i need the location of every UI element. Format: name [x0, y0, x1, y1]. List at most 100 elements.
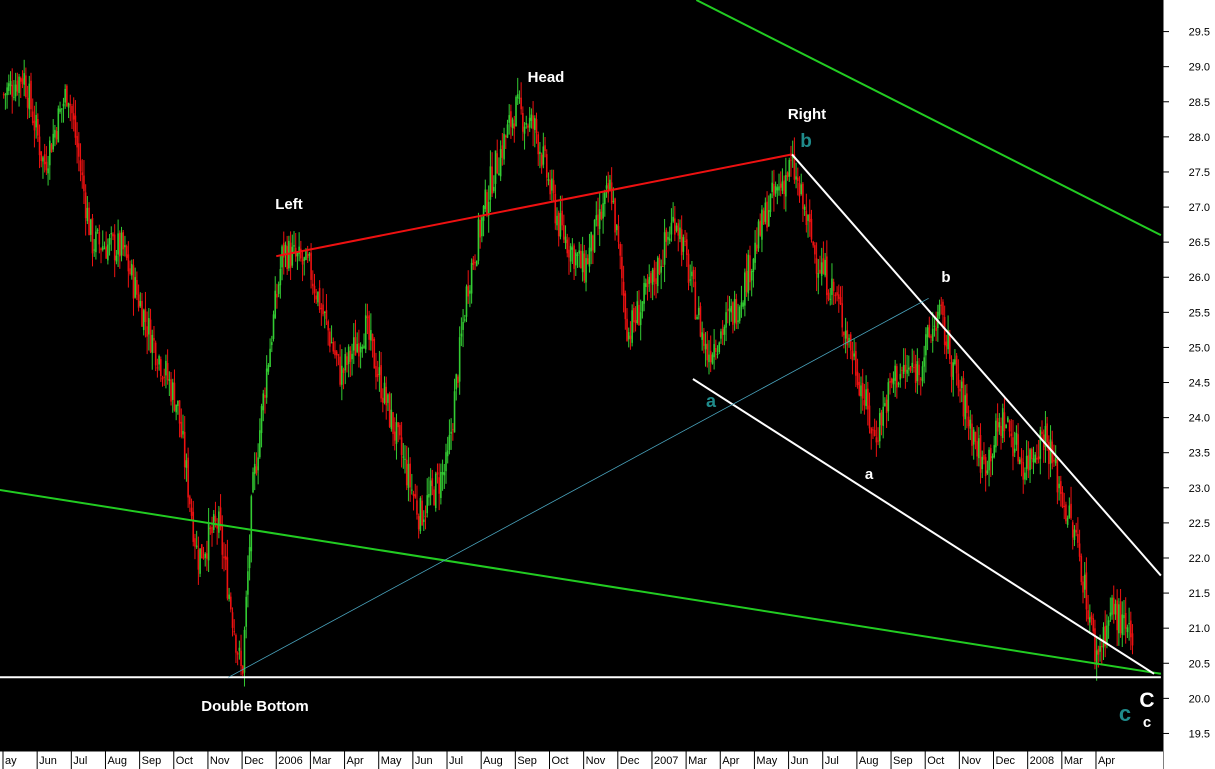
candle-body — [972, 429, 975, 445]
candle-body — [352, 337, 355, 351]
candle-body — [923, 357, 925, 367]
candle-body — [216, 523, 218, 529]
candle-body — [440, 472, 442, 498]
candle-body — [214, 515, 217, 522]
candle-body — [453, 391, 456, 433]
candle-body — [1022, 462, 1025, 480]
candle-body — [392, 412, 394, 435]
date-tick-label: Sep — [142, 755, 162, 767]
candle-body — [397, 422, 399, 428]
date-tick-label: 2007 — [654, 755, 678, 767]
candle-body — [260, 406, 263, 434]
price-tick-label: 24.0 — [1189, 413, 1210, 425]
date-tick-label: Apr — [347, 755, 364, 767]
candle-body — [797, 177, 799, 181]
candle-body — [424, 515, 427, 517]
candle-body — [650, 273, 652, 283]
wave-a-minor-label: a — [865, 466, 874, 483]
candle-body — [646, 279, 649, 288]
candle-body — [615, 224, 618, 231]
candle-body — [1073, 529, 1076, 540]
candle-body — [382, 397, 384, 403]
candle-body — [240, 650, 242, 667]
candle-body — [916, 361, 919, 382]
date-tick-label: Oct — [176, 755, 193, 767]
candle-body — [1065, 504, 1067, 522]
candle-body — [803, 206, 806, 210]
candle-body — [433, 489, 435, 505]
candle-body — [373, 338, 376, 369]
candle-body — [1106, 625, 1108, 645]
candle-body — [1053, 459, 1055, 462]
candle-body — [387, 394, 389, 403]
candle-body — [434, 473, 437, 509]
candle-body — [277, 284, 280, 294]
candle-body — [1095, 650, 1098, 665]
candle-body — [805, 210, 808, 225]
candle-body — [230, 596, 232, 610]
candle-body — [566, 239, 569, 254]
candle-body — [100, 248, 102, 251]
candle-body — [783, 180, 785, 195]
candle-body — [704, 343, 707, 350]
candle-body — [991, 456, 994, 459]
candle-body — [45, 161, 48, 171]
candle-body — [457, 376, 459, 383]
candle-body — [995, 420, 997, 448]
candle-body — [819, 269, 821, 274]
candle-body — [641, 301, 644, 312]
candle-body — [37, 118, 39, 136]
date-tick-label: Aug — [859, 755, 879, 767]
candle-body — [74, 115, 77, 138]
candle-body — [849, 334, 852, 351]
candle-body — [745, 270, 748, 292]
candle-body — [125, 246, 128, 258]
candle-body — [706, 343, 709, 361]
trendline-upper-channel — [695, 0, 1162, 237]
candle-body — [458, 337, 461, 382]
candle-body — [101, 246, 104, 250]
candle-body — [310, 252, 312, 280]
candle-body — [622, 281, 625, 296]
candle-body — [154, 342, 157, 366]
date-tick-label: Nov — [210, 755, 230, 767]
candle-body — [351, 353, 353, 360]
date-tick-label: Jul — [449, 755, 463, 767]
candle-body — [621, 256, 623, 279]
candle-body — [747, 254, 750, 294]
candle-body — [159, 359, 162, 377]
candle-body — [409, 463, 411, 488]
candle-body — [481, 217, 483, 237]
candle-body — [1075, 530, 1077, 533]
candle-body — [715, 347, 717, 352]
candle-body — [223, 556, 225, 559]
candle-body — [134, 277, 136, 298]
candle-body — [668, 238, 671, 241]
candle-body — [1070, 503, 1072, 519]
candle-body — [653, 267, 656, 282]
candle-body — [631, 310, 633, 343]
candle-body — [911, 362, 914, 368]
candle-body — [897, 383, 900, 385]
candle-body — [148, 318, 150, 335]
candle-body — [563, 225, 565, 240]
candle-body — [2, 94, 5, 96]
candle-body — [296, 253, 299, 257]
candle-body — [146, 326, 148, 337]
candle-body — [358, 343, 360, 357]
candle-body — [971, 423, 973, 446]
candle-body — [619, 243, 621, 256]
candle-body — [966, 393, 968, 414]
candle-body — [954, 359, 956, 365]
candle-body — [576, 254, 579, 256]
candle-body — [463, 319, 466, 321]
candle-body — [598, 209, 601, 229]
candle-body — [325, 310, 328, 319]
candle-body — [163, 376, 166, 378]
candle-body — [860, 385, 862, 397]
candle-body — [767, 210, 770, 227]
candle-body — [171, 382, 174, 400]
candle-body — [720, 331, 722, 339]
candle-body — [795, 176, 797, 180]
